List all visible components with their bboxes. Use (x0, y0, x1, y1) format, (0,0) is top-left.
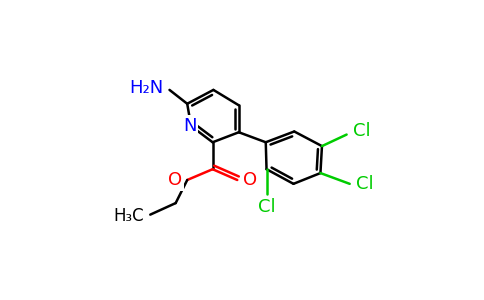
Text: Cl: Cl (257, 199, 275, 217)
Text: O: O (243, 171, 257, 189)
Text: Cl: Cl (356, 175, 374, 193)
Text: H₂N: H₂N (129, 80, 164, 98)
Text: H₃C: H₃C (113, 207, 144, 225)
Text: N: N (183, 117, 197, 135)
Text: Cl: Cl (353, 122, 370, 140)
Text: O: O (168, 171, 182, 189)
